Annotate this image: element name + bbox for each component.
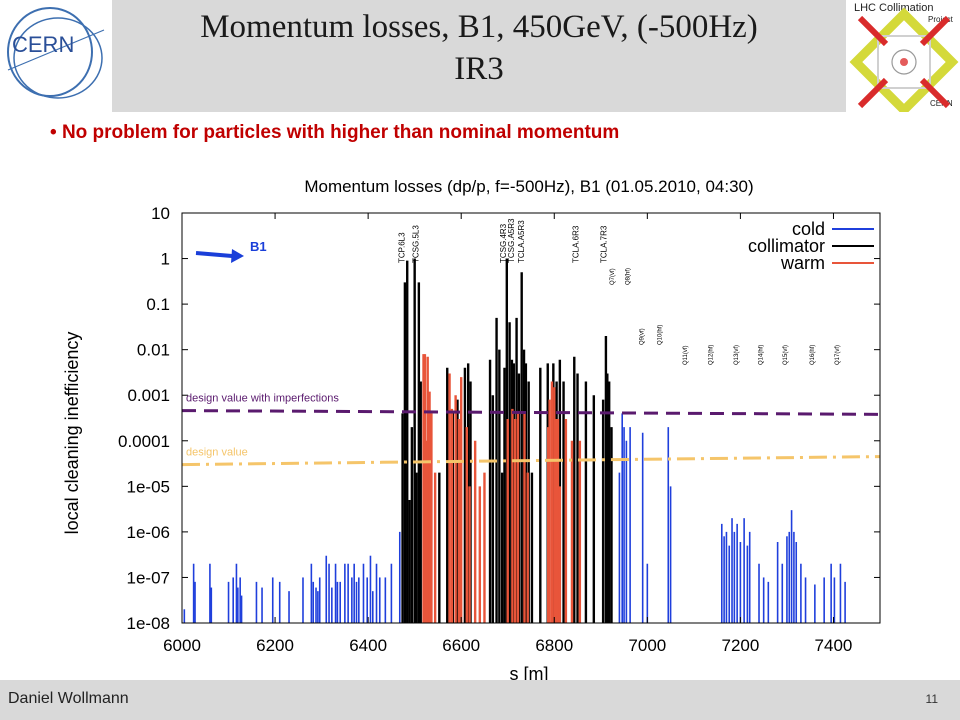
x-tick-label: 6800 (535, 636, 573, 655)
element-label: TCLA.6R3 (571, 225, 580, 263)
title-bar (0, 0, 960, 112)
x-tick-label: 6200 (256, 636, 294, 655)
element-label: Q16(hf) (810, 345, 816, 365)
page-number: 11 (925, 692, 938, 706)
footer-bar (0, 680, 960, 720)
bars-group (183, 258, 846, 623)
element-label: TCSG.5L3 (411, 225, 420, 263)
y-tick-label: 1e-07 (127, 568, 170, 587)
beam-label: B1 (250, 239, 267, 254)
beam-arrowhead-icon (231, 249, 244, 263)
y-tick-label: 1e-06 (127, 523, 170, 542)
slide-title-line1: Momentum losses, B1, 450GeV, (-500Hz) (200, 9, 758, 45)
element-label: Q12(hf) (708, 345, 714, 365)
y-tick-label: 0.001 (127, 386, 170, 405)
cern-logo: CERN (0, 0, 112, 112)
y-tick-label: 0.01 (137, 341, 170, 360)
element-label: TCSG.4R3 (499, 223, 508, 263)
element-label: TCLA.A5R3 (517, 220, 526, 263)
cern-logo-text: CERN (12, 32, 74, 57)
legend-label: cold (792, 219, 825, 239)
slide-title-line2: IR3 (454, 51, 504, 87)
reference-line-label: design value (186, 447, 248, 459)
element-label: TCLA.7R3 (599, 225, 608, 263)
legend-label: collimator (748, 236, 825, 256)
slide-title: Momentum losses, B1, 450GeV, (-500Hz) IR… (112, 6, 846, 90)
lhc-logo-graphic: LHC Collimation Project CERN (849, 2, 959, 117)
reference-line (181, 409, 881, 416)
element-label: Q15(vf) (783, 345, 789, 365)
plot-frame (181, 212, 881, 624)
y-tick-label: 0.1 (146, 295, 170, 314)
x-tick-label: 6600 (442, 636, 480, 655)
y-axis-label: local cleaning inefficiency (62, 332, 82, 535)
x-axis-label: s [m] (510, 664, 549, 684)
reference-line-label: design value with imperfections (186, 393, 339, 405)
x-tick-label: 6000 (163, 636, 201, 655)
reference-lines-group: design value with imperfections design va… (181, 393, 881, 467)
y-tick-label: 10 (151, 204, 170, 223)
axes-group: 10 1 0.1 0.01 0.001 0.0001 1e-05 1e-06 1e-07 1e-0… (118, 204, 881, 655)
lhc-collimation-logo: LHC Collimation Project CERN (846, 0, 960, 117)
element-label: Q11(vf) (683, 345, 689, 365)
element-label: Q8(hf) (626, 268, 632, 285)
element-label: TCSG.A5R3 (507, 218, 516, 263)
lhc-logo-line1: LHC Collimation (854, 2, 933, 14)
author-name: Daniel Wollmann (8, 690, 129, 707)
beam-indicator: B1 (195, 239, 267, 263)
legend-label: warm (780, 253, 825, 273)
element-label: Q7(vf) (610, 268, 616, 285)
y-tick-label: 1e-05 (127, 477, 170, 496)
element-label: TCP.6L3 (397, 232, 406, 263)
lhc-logo-line2: Project (928, 15, 954, 24)
reference-line (181, 455, 881, 467)
x-tick-label: 7400 (815, 636, 853, 655)
x-tick-label: 7200 (721, 636, 759, 655)
chart-title: Momentum losses (dp/p, f=-500Hz), B1 (01… (304, 177, 753, 196)
element-label: Q13(vf) (734, 345, 740, 365)
element-label: Q14(hf) (759, 345, 765, 365)
bullet-point: • No problem for particles with higher t… (50, 122, 620, 143)
momentum-loss-chart: Momentum losses (dp/p, f=-500Hz), B1 (01… (62, 177, 881, 684)
y-tick-label: 0.0001 (118, 432, 170, 451)
bullet-text: No problem for particles with higher tha… (61, 122, 620, 143)
x-tick-label: 6400 (349, 636, 387, 655)
beam-arrow-icon (195, 251, 233, 258)
y-tick-label: 1 (161, 250, 170, 269)
cern-logo-graphic: CERN (7, 7, 105, 99)
x-tick-label: 7000 (628, 636, 666, 655)
element-label: Q9(vf) (640, 328, 646, 345)
element-label: Q10(hf) (657, 325, 663, 345)
y-tick-label: 1e-08 (127, 614, 170, 633)
element-label: Q17(vf) (835, 345, 841, 365)
